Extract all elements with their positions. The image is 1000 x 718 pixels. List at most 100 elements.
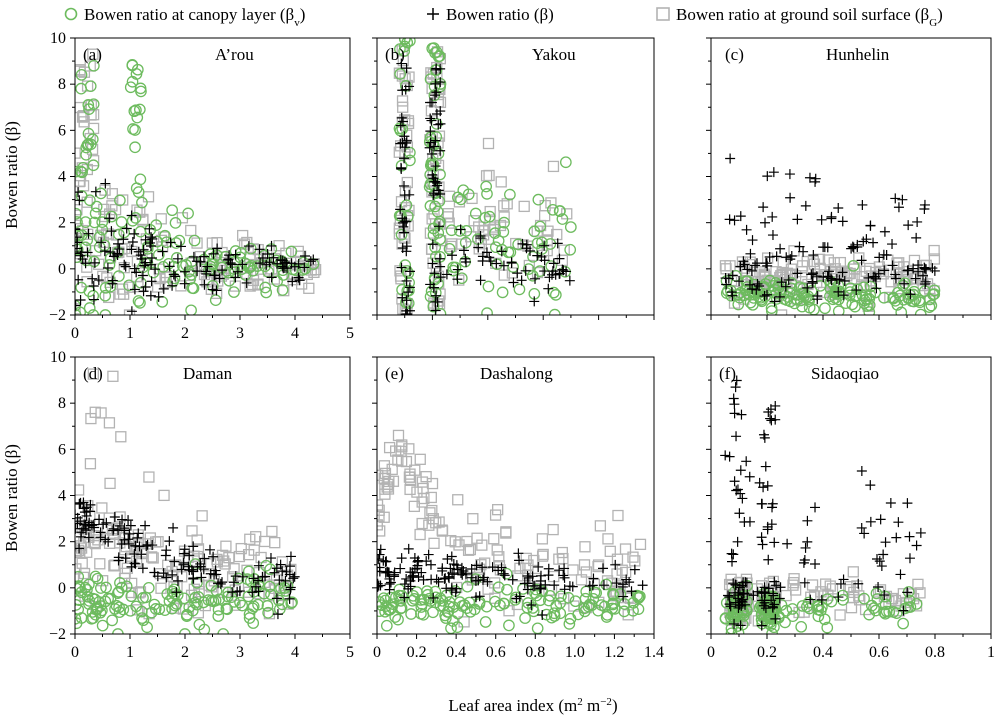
point-ground bbox=[468, 215, 480, 227]
point-canopy bbox=[549, 289, 562, 301]
point-total bbox=[208, 248, 219, 259]
point-canopy bbox=[870, 587, 883, 600]
point-canopy bbox=[897, 279, 909, 292]
point-total bbox=[99, 246, 110, 257]
point-canopy bbox=[123, 279, 135, 292]
point-total bbox=[767, 601, 778, 612]
point-ground bbox=[95, 407, 107, 419]
y-axis-title-bottom: Bowen ratio (β) bbox=[2, 444, 21, 552]
point-total bbox=[863, 272, 874, 283]
point-canopy bbox=[239, 257, 252, 270]
point-total bbox=[441, 269, 452, 280]
point-canopy bbox=[812, 603, 825, 616]
point-total bbox=[136, 549, 147, 560]
point-ground bbox=[634, 538, 647, 551]
point-total bbox=[514, 555, 525, 566]
point-total bbox=[433, 576, 444, 587]
point-total bbox=[396, 162, 407, 173]
point-ground bbox=[788, 573, 800, 585]
point-total bbox=[548, 258, 559, 269]
point-ground bbox=[720, 263, 732, 275]
plot-area bbox=[719, 153, 941, 315]
point-total bbox=[903, 265, 914, 276]
x-tick-label: 0 bbox=[71, 325, 79, 342]
point-ground bbox=[241, 236, 253, 249]
point-total bbox=[846, 243, 857, 254]
point-canopy bbox=[261, 600, 274, 612]
point-total bbox=[529, 296, 540, 307]
y-tick-label: −2 bbox=[49, 307, 66, 324]
point-canopy bbox=[75, 581, 86, 594]
point-ground bbox=[442, 208, 455, 220]
point-ground bbox=[104, 477, 116, 490]
point-canopy bbox=[185, 268, 198, 281]
point-total bbox=[284, 561, 295, 572]
point-ground bbox=[191, 237, 203, 249]
point-canopy bbox=[595, 599, 608, 611]
point-canopy bbox=[94, 600, 107, 612]
point-ground bbox=[780, 589, 792, 602]
point-canopy bbox=[608, 603, 621, 615]
point-total bbox=[424, 142, 435, 153]
point-total bbox=[812, 291, 823, 302]
point-total bbox=[730, 597, 741, 608]
point-canopy bbox=[914, 296, 926, 309]
point-total bbox=[118, 234, 129, 245]
point-total bbox=[754, 280, 765, 291]
point-canopy bbox=[89, 207, 102, 220]
point-total bbox=[93, 275, 104, 286]
point-total bbox=[919, 262, 930, 273]
point-canopy bbox=[513, 283, 526, 296]
point-ground bbox=[386, 463, 398, 476]
point-total bbox=[75, 232, 82, 243]
point-total bbox=[172, 253, 183, 264]
point-canopy bbox=[856, 289, 869, 302]
point-total bbox=[89, 257, 100, 268]
point-total bbox=[891, 532, 902, 543]
point-total bbox=[88, 280, 99, 291]
point-total bbox=[435, 272, 446, 283]
point-total bbox=[75, 543, 85, 554]
point-ground bbox=[396, 439, 408, 451]
point-canopy bbox=[578, 602, 591, 615]
point-ground bbox=[819, 578, 832, 590]
point-ground bbox=[266, 525, 278, 538]
point-canopy bbox=[152, 248, 165, 261]
point-canopy bbox=[377, 592, 390, 605]
point-ground bbox=[87, 48, 99, 60]
point-total bbox=[808, 250, 819, 261]
point-canopy bbox=[75, 190, 88, 202]
point-canopy bbox=[546, 203, 559, 216]
point-canopy bbox=[526, 269, 539, 282]
point-total bbox=[610, 559, 621, 570]
series-ground bbox=[377, 429, 647, 628]
point-total bbox=[902, 498, 913, 509]
point-total bbox=[823, 272, 834, 283]
y-tick-label: 4 bbox=[58, 488, 66, 505]
point-total bbox=[804, 172, 815, 183]
point-ground bbox=[558, 244, 570, 256]
point-total bbox=[847, 241, 858, 252]
point-canopy bbox=[402, 267, 415, 280]
point-total bbox=[920, 279, 931, 290]
point-ground bbox=[397, 101, 409, 113]
point-total bbox=[397, 292, 408, 303]
point-total bbox=[736, 595, 747, 606]
point-ground bbox=[269, 536, 281, 549]
point-ground bbox=[928, 253, 941, 265]
point-canopy bbox=[395, 228, 408, 241]
point-canopy bbox=[733, 291, 746, 304]
point-canopy bbox=[747, 292, 760, 304]
point-ground bbox=[154, 272, 166, 285]
point-total bbox=[232, 266, 243, 277]
point-canopy bbox=[185, 304, 197, 315]
point-total bbox=[770, 613, 781, 624]
point-ground bbox=[186, 525, 198, 537]
point-canopy bbox=[803, 602, 816, 615]
point-ground bbox=[775, 309, 788, 315]
point-total bbox=[546, 269, 557, 280]
point-total bbox=[254, 244, 265, 255]
y-tick-label: 8 bbox=[58, 395, 66, 412]
point-canopy bbox=[460, 225, 473, 237]
